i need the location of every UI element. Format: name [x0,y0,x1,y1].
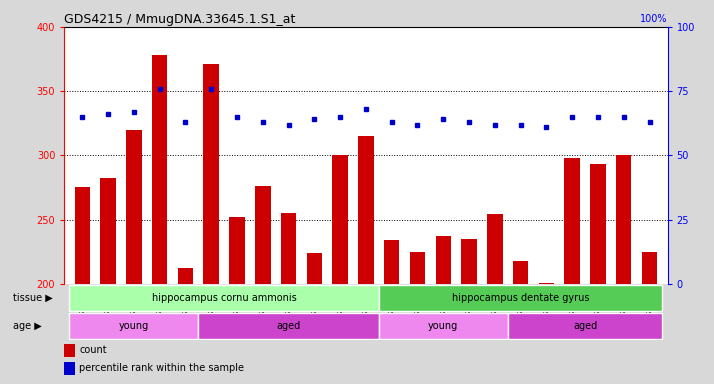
Bar [64,344,75,356]
Text: hippocampus cornu ammonis: hippocampus cornu ammonis [152,293,296,303]
Bar [126,130,141,284]
Text: percentile rank within the sample: percentile rank within the sample [79,363,244,373]
Bar [229,217,245,284]
Bar [410,252,426,284]
Bar [358,136,373,284]
Bar [513,261,528,284]
Text: hippocampus dentate gyrus: hippocampus dentate gyrus [452,293,589,303]
Bar [333,156,348,284]
Text: aged: aged [276,321,301,331]
Text: count: count [79,346,107,356]
FancyBboxPatch shape [198,313,379,339]
Bar [642,252,658,284]
Bar [306,253,322,284]
Bar [565,158,580,284]
Text: young: young [428,321,458,331]
Bar [203,64,219,284]
Bar [178,268,193,284]
Text: tissue ▶: tissue ▶ [13,293,53,303]
Bar [255,186,271,284]
Text: GDS4215 / MmugDNA.33645.1.S1_at: GDS4215 / MmugDNA.33645.1.S1_at [64,13,296,26]
FancyBboxPatch shape [69,313,198,339]
Bar [538,283,554,284]
FancyBboxPatch shape [69,285,379,311]
Bar [101,179,116,284]
Bar [74,187,90,284]
Bar [590,164,605,284]
Bar [152,55,167,284]
FancyBboxPatch shape [508,313,663,339]
Bar [281,213,296,284]
Bar [384,240,399,284]
Bar [436,236,451,284]
Text: young: young [119,321,149,331]
FancyBboxPatch shape [379,313,508,339]
Bar [461,239,477,284]
Bar [616,156,631,284]
FancyBboxPatch shape [379,285,663,311]
Text: 100%: 100% [640,14,668,24]
Text: age ▶: age ▶ [13,321,41,331]
Text: aged: aged [573,321,597,331]
Bar [64,362,75,374]
Bar [487,214,503,284]
